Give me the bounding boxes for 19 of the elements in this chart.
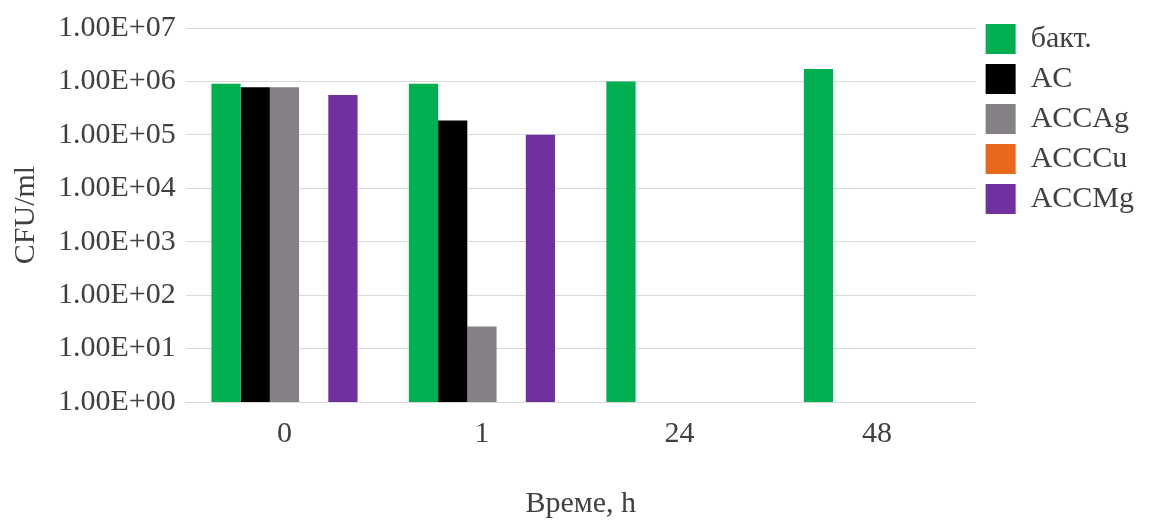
y-tick-label: 1.00E+05 — [57, 115, 176, 149]
x-tick-label: 48 — [861, 414, 892, 448]
y-tick-label: 1.00E+02 — [57, 276, 176, 310]
y-tick-label: 1.00E+03 — [57, 222, 176, 256]
y-axis-title: CFU/ml — [6, 165, 40, 265]
legend-label: ACCCu — [1030, 139, 1128, 173]
x-tick-label: 24 — [664, 414, 695, 448]
y-tick-label: 1.00E+07 — [57, 8, 176, 42]
y-tick-label: 1.00E+06 — [57, 62, 176, 96]
y-tick-label: 1.00E+01 — [57, 329, 176, 363]
y-tick-label: 1.00E+04 — [57, 169, 176, 203]
legend-label: бакт. — [1030, 19, 1092, 53]
legend-label: AC — [1030, 59, 1073, 93]
x-tick-label: 1 — [474, 414, 490, 448]
y-tick-label: 1.00E+00 — [57, 382, 176, 416]
legend-label: ACCAg — [1030, 99, 1129, 133]
x-tick-label: 0 — [276, 414, 292, 448]
legend-label: ACCMg — [1030, 179, 1134, 213]
x-axis-title: Време, h — [525, 484, 636, 518]
